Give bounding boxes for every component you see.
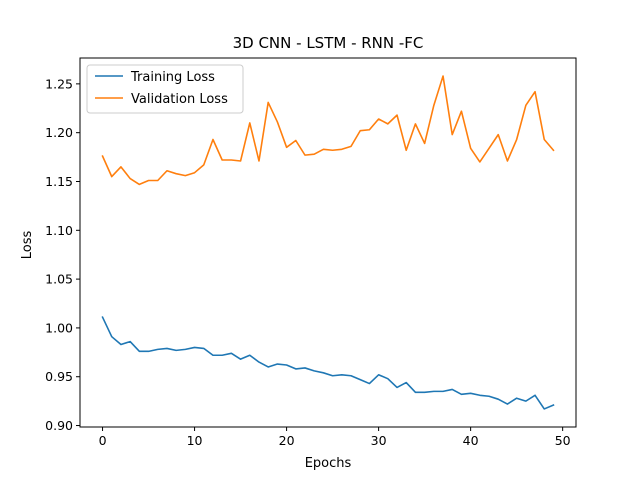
y-tick-label: 1.10	[45, 223, 73, 238]
y-tick-label: 1.20	[45, 125, 73, 140]
x-tick-label: 0	[99, 433, 107, 448]
legend-box	[86, 64, 244, 114]
series-line-training-loss	[101, 316, 555, 410]
plot-frame	[79, 57, 577, 428]
y-tick-label: 1.05	[45, 272, 73, 287]
y-tick-label: 1.25	[45, 76, 73, 91]
y-tick-label: 1.00	[45, 320, 73, 335]
legend-label-validation: Validation Loss	[131, 92, 228, 107]
axis-ticks: 0 10 20 30 40 50 0.90 0.95 1.00 1.05 1.10 1.15 1.20 1…	[45, 76, 571, 448]
x-tick-label: 10	[187, 433, 203, 448]
chart-title: 3D CNN - LSTM - RNN -FC	[233, 34, 424, 52]
y-axis-label: Loss	[20, 231, 35, 260]
series-line-validation-loss	[101, 75, 555, 186]
x-tick-label: 50	[555, 433, 571, 448]
y-tick-label: 1.15	[45, 174, 73, 189]
y-tick-label: 0.95	[45, 369, 73, 384]
x-tick-label: 30	[371, 433, 387, 448]
x-tick-label: 40	[463, 433, 479, 448]
x-axis-label: Epochs	[305, 456, 352, 471]
x-tick-label: 20	[279, 433, 295, 448]
y-tick-label: 0.90	[45, 418, 73, 433]
legend: Training Loss Validation Loss	[86, 64, 244, 114]
legend-label-training: Training Loss	[130, 70, 215, 85]
series-lines	[101, 75, 555, 410]
